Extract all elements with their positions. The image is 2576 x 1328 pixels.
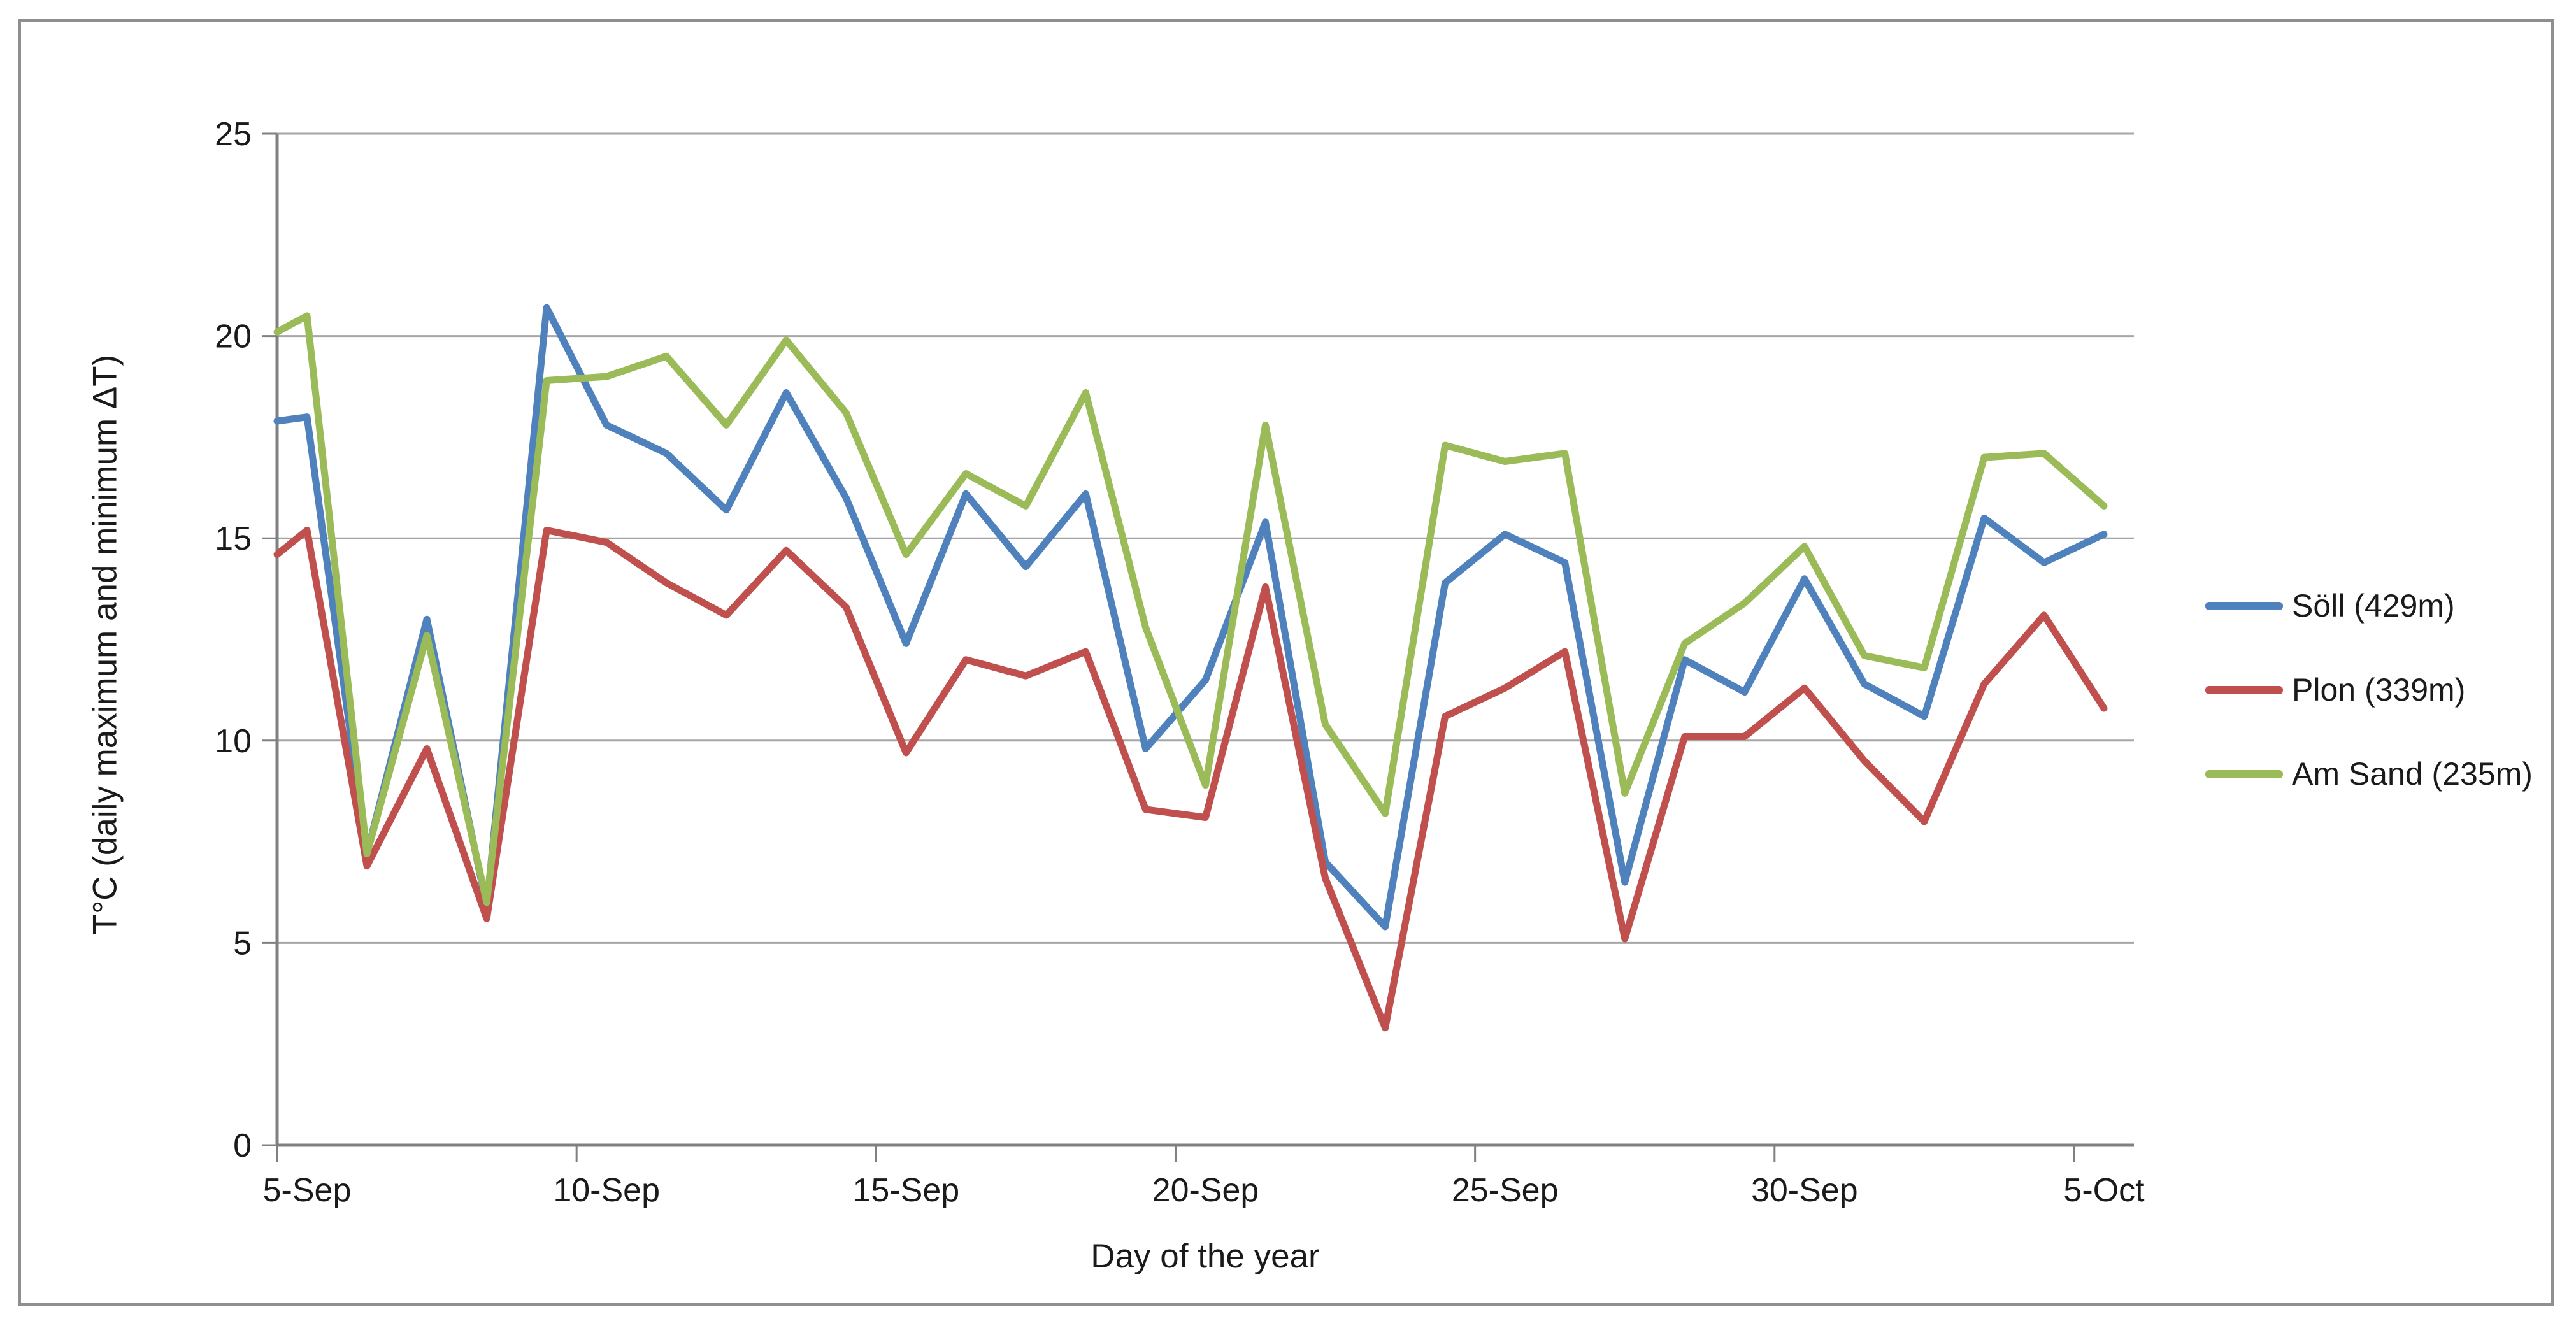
y-axis-title-text: T°C (daily maximum and minimum ΔT) xyxy=(86,354,124,935)
legend-item-soll: Söll (429m) xyxy=(2205,587,2533,624)
x-axis-title: Day of the year xyxy=(1091,1238,1320,1275)
y-tick-label-10: 10 xyxy=(215,723,252,760)
plon-line-swatch xyxy=(2205,685,2283,694)
soll-line-swatch xyxy=(2205,601,2283,610)
legend-item-amsand: Am Sand (235m) xyxy=(2205,755,2533,792)
legend-item-plon: Plon (339m) xyxy=(2205,671,2533,708)
x-tick-label-10-Sep: 10-Sep xyxy=(553,1172,660,1209)
x-tick-label-20-Sep: 20-Sep xyxy=(1152,1172,1259,1209)
series-line-0 xyxy=(273,304,2108,931)
y-tick-label-20: 20 xyxy=(215,318,252,355)
legend-label-plon: Plon (339m) xyxy=(2292,672,2466,708)
x-tick-label-5-Oct: 5-Oct xyxy=(2063,1172,2145,1209)
y-tick-label-5: 5 xyxy=(233,925,252,962)
chart-frame xyxy=(18,19,2554,1306)
amsand-line-swatch xyxy=(2205,769,2283,778)
x-tick-label-5-Sep: 5-Sep xyxy=(263,1172,352,1209)
legend-label-soll: Söll (429m) xyxy=(2292,588,2455,624)
legend: Söll (429m) Plon (339m) Am Sand (235m) xyxy=(2205,587,2533,792)
y-tick-label-0: 0 xyxy=(233,1127,252,1164)
y-tick-label-15: 15 xyxy=(215,520,252,557)
x-tick-label-15-Sep: 15-Sep xyxy=(852,1172,959,1209)
legend-label-amsand: Am Sand (235m) xyxy=(2292,756,2533,792)
x-tick-label-30-Sep: 30-Sep xyxy=(1751,1172,1858,1209)
x-tick-label-25-Sep: 25-Sep xyxy=(1452,1172,1559,1209)
y-tick-label-25: 25 xyxy=(215,116,252,153)
series-line-1 xyxy=(273,526,2108,1032)
series-line-2 xyxy=(273,312,2108,906)
